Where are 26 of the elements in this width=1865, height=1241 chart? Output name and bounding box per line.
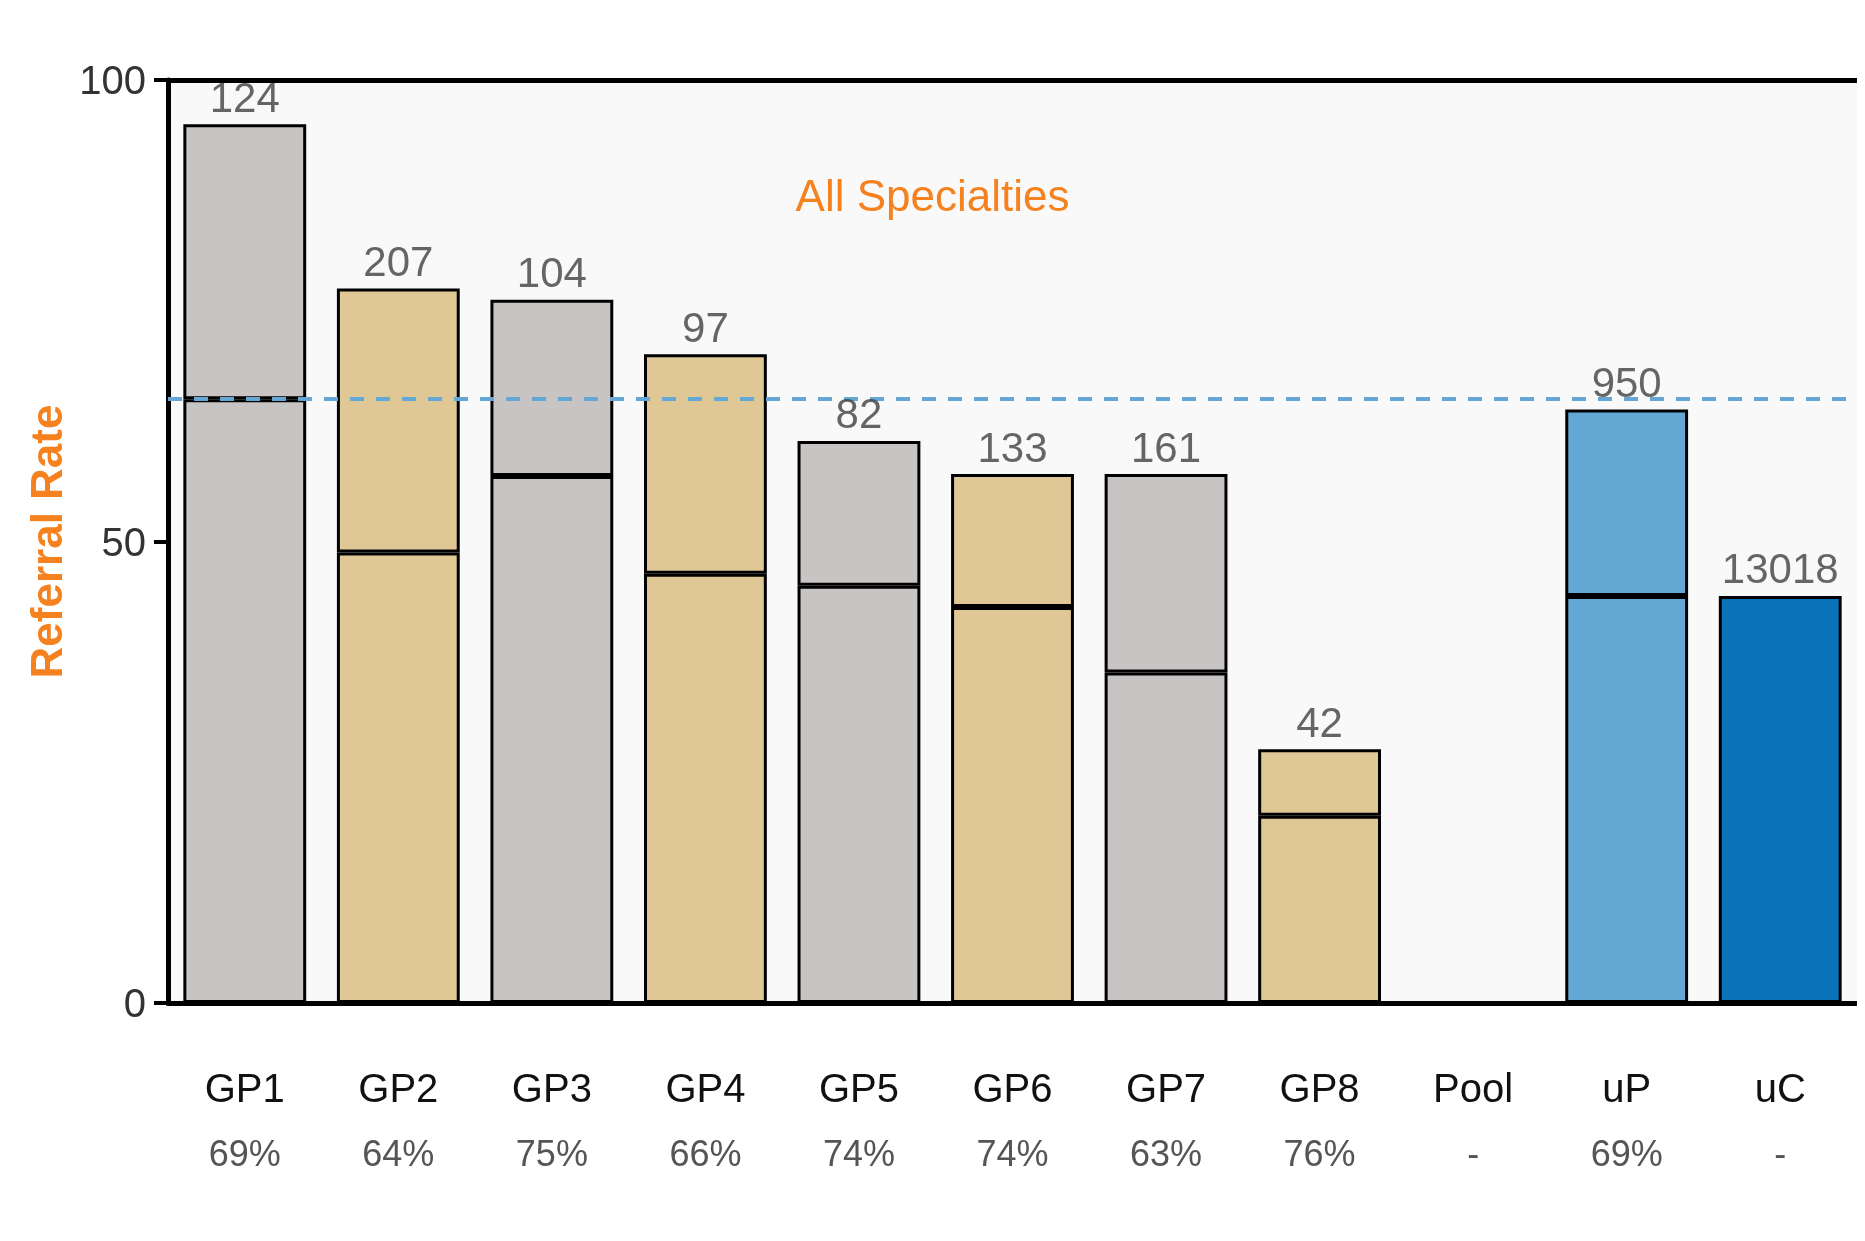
x-tick-label: uP 69% <box>1590 1066 1663 1174</box>
annotation: 82 <box>835 390 883 438</box>
annotation: 133 <box>977 423 1048 471</box>
text: All Specialties <box>795 170 1070 220</box>
annotation: 950 <box>1591 359 1662 407</box>
y-tick-label: 0 <box>123 981 146 1025</box>
x-tick-label: GP5 74% <box>818 1066 899 1174</box>
annotation: 207 <box>363 238 434 286</box>
x-tick-label: GP7 63% <box>1126 1066 1207 1174</box>
x-tick-label: GP3 75% <box>511 1066 592 1174</box>
x-tick-label: GP8 76% <box>1279 1066 1360 1174</box>
annotation: 42 <box>1296 698 1343 746</box>
x-tick-label: GP6 74% <box>972 1066 1053 1174</box>
y-axis-title: Referral Rate <box>21 404 71 679</box>
annotation: 97 <box>682 303 729 351</box>
y-tick-label: 50 <box>101 519 146 564</box>
x-tick-label: GP1 69% <box>204 1066 285 1174</box>
annotation: 13018 <box>1721 545 1839 593</box>
x-tick-label: uC - <box>1754 1066 1806 1174</box>
annotation: 124 <box>209 73 280 121</box>
annotation: 161 <box>1131 423 1202 471</box>
x-tick-label: GP2 64% <box>358 1066 439 1174</box>
y-tick-label: 100 <box>79 58 146 102</box>
annotation: 104 <box>516 249 587 297</box>
x-tick-label: GP4 66% <box>665 1066 746 1174</box>
x-tick-label: Pool - <box>1433 1066 1514 1174</box>
